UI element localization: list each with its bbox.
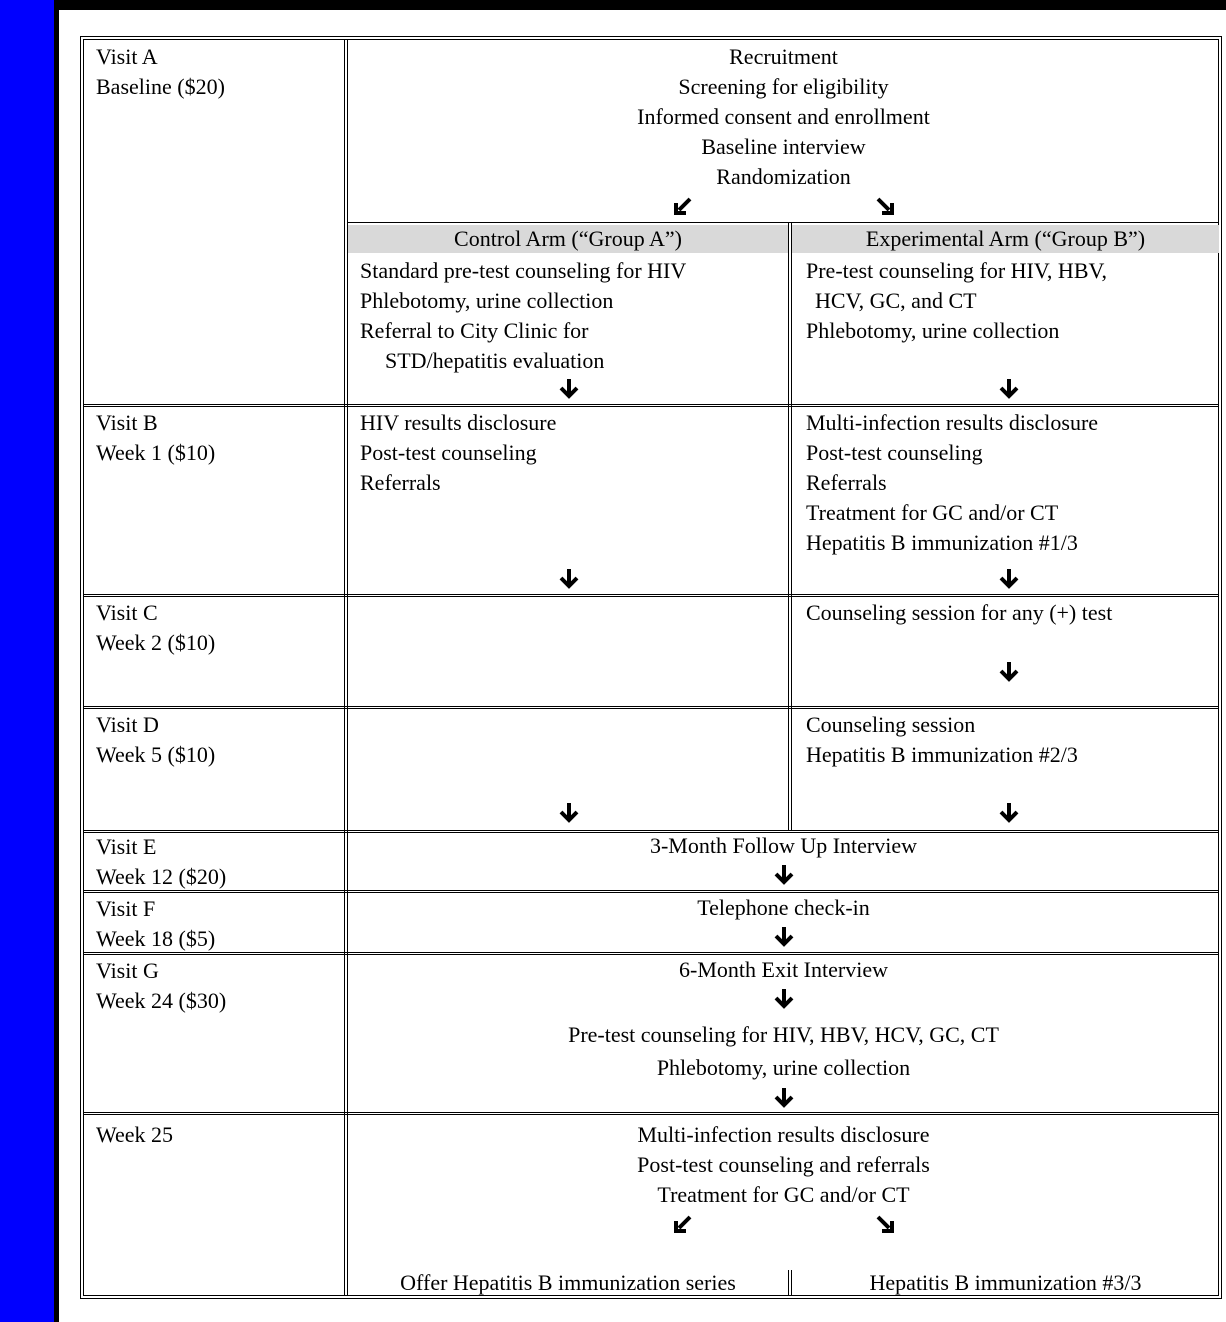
row-f-step: Telephone check-in	[697, 895, 870, 920]
row-h-step: Post-test counseling and referrals	[637, 1152, 930, 1177]
baseline-step: Informed consent and enrollment	[637, 104, 930, 129]
control-a-item: Referral to City Clinic for	[360, 318, 589, 343]
row-h-step: Treatment for GC and/or CT	[657, 1182, 910, 1207]
arrow-down-icon	[774, 1088, 794, 1108]
final-experimental: Hepatitis B immunization #3/3	[869, 1270, 1142, 1295]
arrow-down-icon	[999, 379, 1019, 399]
visit-d-name: Visit D	[96, 712, 159, 737]
visit-g-name: Visit G	[96, 958, 159, 983]
visit-f-detail: Week 18 ($5)	[96, 926, 216, 951]
exp-b-item: Treatment for GC and/or CT	[806, 500, 1059, 525]
row-h-step: Multi-infection results disclosure	[637, 1122, 930, 1147]
visit-e-name: Visit E	[96, 834, 157, 859]
baseline-step: Randomization	[716, 164, 851, 189]
visit-e-detail: Week 12 ($20)	[96, 864, 227, 889]
arrow-down-right-icon	[876, 197, 894, 215]
control-arm-header: Control Arm (“Group A”)	[348, 225, 788, 253]
exp-a-item: Pre-test counseling for HIV, HBV,	[806, 258, 1108, 283]
arrow-down-left-icon	[674, 1215, 692, 1233]
control-b-item: HIV results disclosure	[360, 410, 557, 435]
arrow-down-icon	[999, 569, 1019, 589]
visit-b-name: Visit B	[96, 410, 158, 435]
arrow-down-icon	[999, 803, 1019, 823]
arrow-down-icon	[999, 662, 1019, 682]
row-e-step: 3-Month Follow Up Interview	[649, 833, 918, 858]
exp-a-item: Phlebotomy, urine collection	[806, 318, 1060, 343]
arrow-down-icon	[774, 927, 794, 947]
arrow-down-left-icon	[674, 197, 692, 215]
visit-d-detail: Week 5 ($10)	[96, 742, 216, 767]
arrow-down-icon	[559, 569, 579, 589]
arrow-down-icon	[774, 865, 794, 885]
row-g-step: 6-Month Exit Interview	[679, 957, 888, 982]
exp-c-item: Counseling session for any (+) test	[806, 600, 1113, 625]
control-b-item: Post-test counseling	[360, 440, 537, 465]
visit-c-detail: Week 2 ($10)	[96, 630, 216, 655]
visit-c-name: Visit C	[96, 600, 158, 625]
arrow-down-icon	[774, 989, 794, 1009]
exp-d-item: Hepatitis B immunization #2/3	[806, 742, 1078, 767]
baseline-step: Baseline interview	[701, 134, 866, 159]
control-a-item: Standard pre-test counseling for HIV	[360, 258, 687, 283]
week-25-label: Week 25	[96, 1122, 174, 1147]
visit-f-name: Visit F	[96, 896, 156, 921]
control-b-item: Referrals	[360, 470, 441, 495]
exp-a-item: HCV, GC, and CT	[815, 288, 977, 313]
arrow-down-icon	[559, 803, 579, 823]
baseline-step: Recruitment	[729, 44, 838, 69]
arrow-down-icon	[559, 379, 579, 399]
baseline-step: Screening for eligibility	[678, 74, 889, 99]
exp-b-item: Hepatitis B immunization #1/3	[806, 530, 1078, 555]
visit-g-detail: Week 24 ($30)	[96, 988, 227, 1013]
control-a-item: STD/hepatitis evaluation	[385, 348, 605, 373]
experimental-arm-header: Experimental Arm (“Group B”)	[792, 225, 1219, 253]
row-g-step: Phlebotomy, urine collection	[656, 1055, 911, 1080]
exp-d-item: Counseling session	[806, 712, 976, 737]
visit-a-detail: Baseline ($20)	[96, 74, 225, 99]
arrow-down-right-icon	[876, 1215, 894, 1233]
exp-b-item: Multi-infection results disclosure	[806, 410, 1099, 435]
diagram-frame	[54, 0, 1226, 1322]
exp-b-item: Referrals	[806, 470, 887, 495]
final-control: Offer Hepatitis B immunization series	[400, 1270, 736, 1295]
visit-a-name: Visit A	[96, 44, 158, 69]
row-g-step: Pre-test counseling for HIV, HBV, HCV, G…	[568, 1022, 999, 1047]
exp-b-item: Post-test counseling	[806, 440, 983, 465]
visit-b-detail: Week 1 ($10)	[96, 440, 216, 465]
control-a-item: Phlebotomy, urine collection	[360, 288, 614, 313]
